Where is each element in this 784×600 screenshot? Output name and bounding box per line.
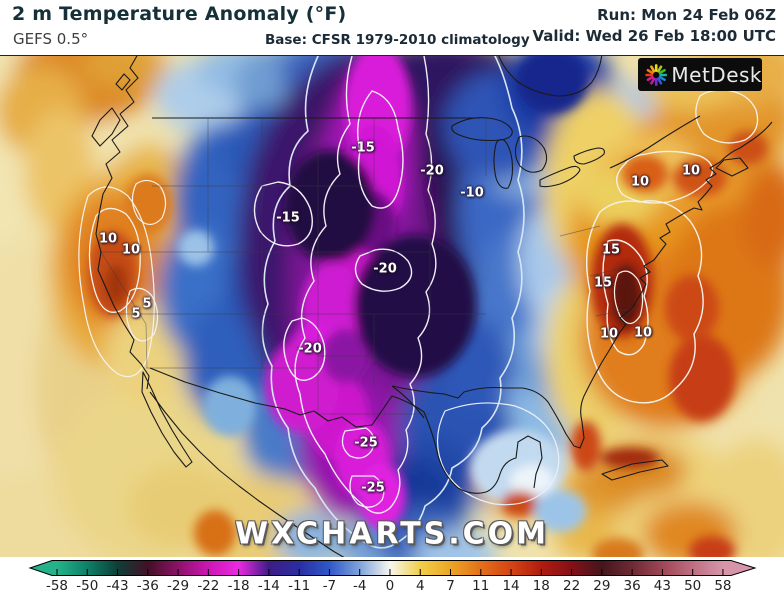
colorbar-tick-label: 36 xyxy=(623,578,641,594)
colorbar-tick-label: -43 xyxy=(106,578,129,594)
colorbar-tick-label: -14 xyxy=(257,578,280,594)
chart-header: 2 m Temperature Anomaly (°F) GEFS 0.5° B… xyxy=(0,0,784,55)
colorbar: -58 -50 -43 -36 -29 -22 -18 -14 -11 -7 -4 0 4 7 11 14 18… xyxy=(0,557,784,600)
colorbar-tick-label: 22 xyxy=(562,578,581,594)
climatology-base-label: Base: CFSR 1979-2010 climatology xyxy=(265,32,530,48)
metdesk-logo-text: MetDesk xyxy=(671,62,762,87)
colorbar-tick-labels: -58 -50 -43 -36 -29 -22 -18 -14 -11 -7 -4 0 4 7 11 14 18… xyxy=(0,578,784,598)
colorbar-tick-label: -22 xyxy=(197,578,220,594)
colorbar-tick-label: 18 xyxy=(532,578,550,594)
metdesk-logo: MetDesk xyxy=(638,58,762,91)
colorbar-tick-label: -50 xyxy=(76,578,99,594)
colorbar-tick-label: -18 xyxy=(227,578,250,594)
colorbar-tick-label: -58 xyxy=(45,578,69,594)
colorbar-tick-label: -11 xyxy=(288,578,311,594)
model-label: GEFS 0.5° xyxy=(13,30,89,48)
colorbar-tick-label: 11 xyxy=(472,578,490,594)
colorbar-tick-label: 14 xyxy=(502,578,520,594)
run-time-label: Run: Mon 24 Feb 06Z xyxy=(597,6,776,24)
valid-time-label: Valid: Wed 26 Feb 18:00 UTC xyxy=(532,27,776,45)
colorbar-tick-label: -4 xyxy=(352,578,367,594)
colorbar-tick-label: 50 xyxy=(684,578,702,594)
colorbar-tick-label: 0 xyxy=(385,578,395,594)
colorbar-tick-label: 4 xyxy=(415,578,425,594)
colorbar-tick-label: -7 xyxy=(322,578,337,594)
colorbar-tick-label: 7 xyxy=(446,578,455,594)
watermark: WXCHARTS.COM xyxy=(234,516,550,552)
page-title: 2 m Temperature Anomaly (°F) xyxy=(12,3,347,25)
colorbar-gradient-bar xyxy=(28,560,757,576)
colorbar-tick-label: -29 xyxy=(167,578,190,594)
metdesk-pinwheel-icon xyxy=(645,63,668,86)
anomaly-map: -15 -20 -10 -15 -20 -20 -25 -25 10 10 5 5 15 15 10 10 10… xyxy=(0,55,784,559)
anomaly-map-canvas xyxy=(0,56,784,558)
colorbar-tick-label: 58 xyxy=(714,578,732,594)
colorbar-tick-label: -36 xyxy=(136,578,159,594)
colorbar-tick-label: 29 xyxy=(593,578,611,594)
colorbar-tick-label: 43 xyxy=(653,578,671,594)
